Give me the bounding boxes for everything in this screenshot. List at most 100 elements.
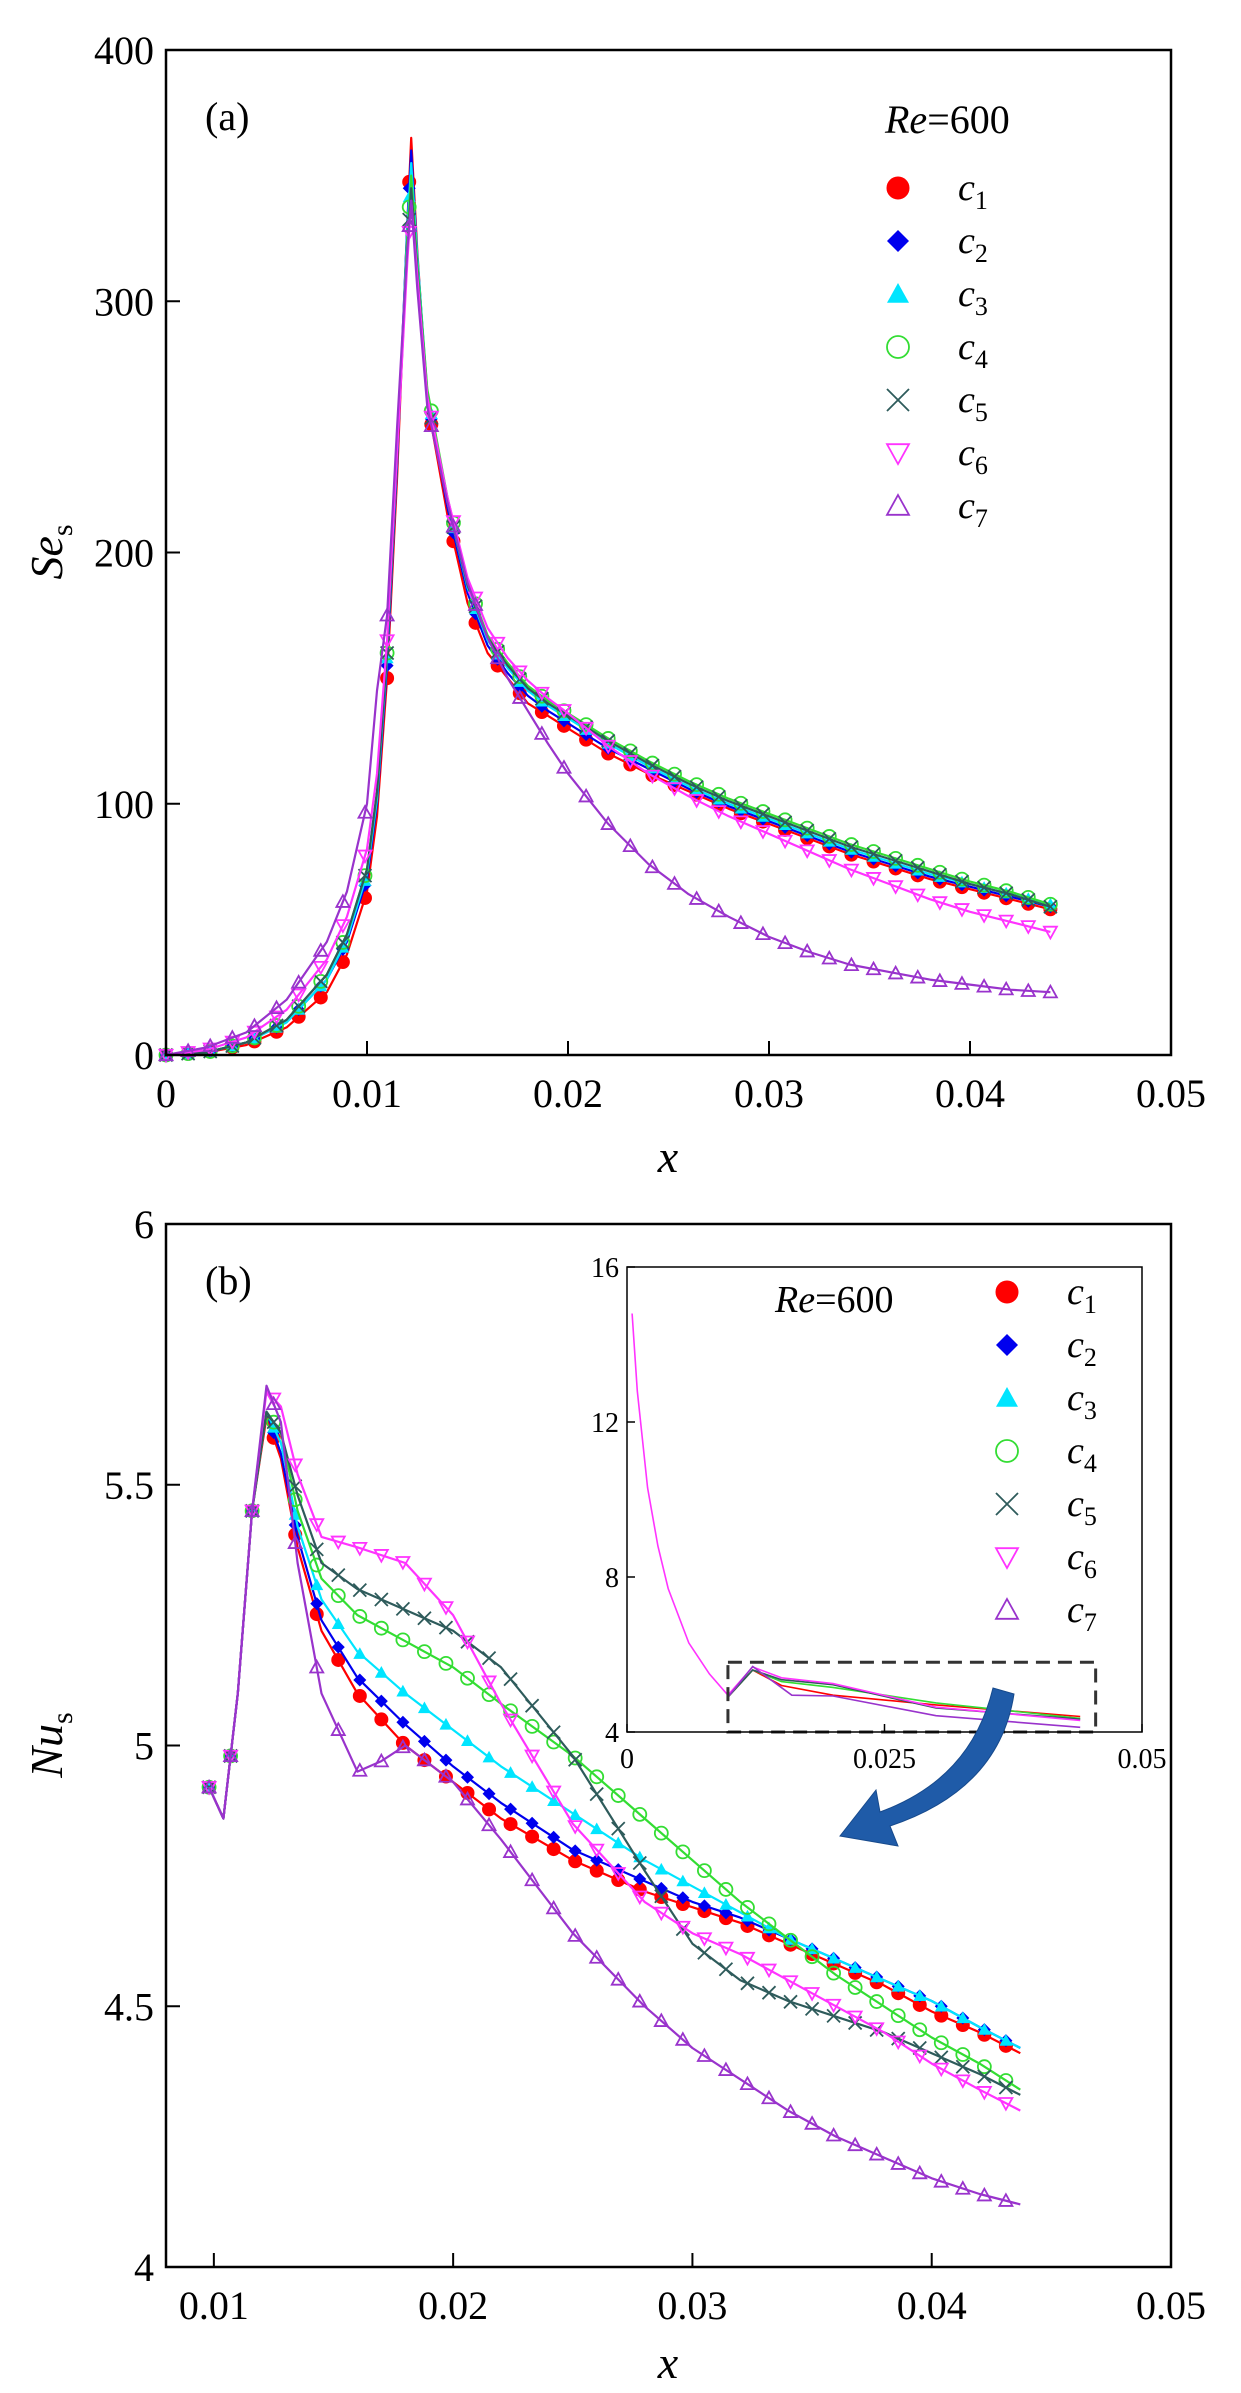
panel-a-marker-c7 xyxy=(1020,982,1037,997)
panel-a-annotation-italic: Re xyxy=(884,97,927,142)
panel-a-marker-c3 xyxy=(712,792,726,805)
panel-b-legend-marker-c4 xyxy=(995,1439,1019,1463)
panel-a-series-c6 xyxy=(157,199,1059,1064)
panel-a-marker-c4 xyxy=(534,688,550,704)
panel-b-marker-c5 xyxy=(589,1787,604,1802)
panel-b-marker-c7 xyxy=(416,1751,433,1767)
panel-b-marker-c3 xyxy=(740,1909,754,1922)
panel-b-marker-c3 xyxy=(568,1808,582,1821)
panel-b-series-layer xyxy=(201,1384,1021,2207)
panel-a-y-tick-label: 300 xyxy=(94,279,154,324)
panel-b-marker-c7 xyxy=(567,1927,584,1942)
panel-b-legend-label-base: c xyxy=(1067,1589,1084,1631)
panel-b-marker-c5 xyxy=(740,1976,755,1991)
panel-b-legend-marker-c7 xyxy=(994,1597,1020,1620)
panel-b-marker-c7 xyxy=(739,2075,756,2091)
panel-b-x-tick-label: 0.03 xyxy=(657,2283,727,2328)
panel-b-legend-marker-c2 xyxy=(996,1334,1018,1356)
panel-a-marker-c5 xyxy=(667,769,682,784)
panel-b-marker-c2 xyxy=(331,1640,345,1654)
panel-a-marker-c6 xyxy=(312,960,329,976)
chart-panel-b: 0.01 0.02 0.03 0.04 0.05 4 4.5 5 5.5 6 (b) 0 0.025… xyxy=(21,1202,1206,2388)
panel-b-marker-c6 xyxy=(351,1542,368,1557)
panel-b-label: (b) xyxy=(205,1258,252,1303)
panel-a-marker-c7 xyxy=(688,890,705,905)
panel-a-marker-c6 xyxy=(511,665,528,680)
panel-a-line-c6 xyxy=(165,199,1051,1057)
panel-b-marker-c4 xyxy=(740,1900,755,1915)
panel-a-legend-label-base: c xyxy=(958,220,975,262)
panel-a-marker-c7 xyxy=(555,759,573,774)
inset-annotation-rest: =600 xyxy=(815,1279,893,1321)
panel-b-marker-c2 xyxy=(525,1816,539,1830)
panel-b-marker-c4 xyxy=(330,1588,346,1604)
inset-line-c7 xyxy=(727,1665,1081,1729)
panel-a-legend-label-sub: 7 xyxy=(975,504,988,533)
panel-a-marker-c5 xyxy=(313,974,328,989)
inset-background xyxy=(622,1262,1147,1735)
panel-a-series-c2 xyxy=(159,149,1057,1062)
panel-b-marker-c2 xyxy=(633,1872,647,1886)
panel-a-marker-c7 xyxy=(401,217,418,232)
panel-a-marker-c5 xyxy=(291,999,306,1014)
panel-b-marker-c3 xyxy=(504,1766,518,1778)
panel-b-marker-c2 xyxy=(310,1597,324,1611)
panel-a-x-tick-label: 0.05 xyxy=(1136,1071,1206,1116)
panel-b-marker-c5 xyxy=(331,1568,346,1583)
panel-a-marker-c5 xyxy=(954,874,970,889)
panel-b-x-tick-label: 0.01 xyxy=(179,2283,249,2328)
panel-b-marker-c1 xyxy=(525,1829,540,1844)
panel-b-marker-c6 xyxy=(330,1535,347,1551)
panel-b-marker-c6 xyxy=(782,1975,799,1990)
panel-b-axes: 0.01 0.02 0.03 0.04 0.05 4 4.5 5 5.5 6 xyxy=(104,1202,1206,2328)
panel-a-marker-c6 xyxy=(799,844,816,859)
panel-b-marker-c4 xyxy=(826,1965,842,1981)
panel-a-marker-c6 xyxy=(843,863,860,879)
panel-a-legend-label-base: c xyxy=(958,485,975,527)
panel-b-marker-c2 xyxy=(482,1787,496,1801)
panel-b-marker-c7 xyxy=(330,1721,347,1736)
panel-a-y-tick-label: 0 xyxy=(134,1033,154,1078)
panel-b-marker-c4 xyxy=(890,2008,906,2024)
panel-a-marker-c7 xyxy=(953,975,970,990)
panel-a-marker-c4 xyxy=(224,1038,240,1054)
panel-a-marker-c7 xyxy=(578,787,595,803)
panel-b-marker-c7 xyxy=(717,2061,734,2076)
panel-b-marker-c7 xyxy=(201,1778,218,1794)
panel-a-legend-marker-c2 xyxy=(887,230,909,252)
panel-a-series-layer xyxy=(157,136,1059,1064)
panel-a-marker-c3 xyxy=(822,834,836,847)
panel-a-legend-label-sub: 4 xyxy=(975,345,988,374)
panel-b-marker-c4 xyxy=(718,1882,734,1897)
panel-a-y-tick-label: 400 xyxy=(94,28,154,73)
panel-b-marker-c7 xyxy=(437,1768,454,1783)
panel-b-marker-c7 xyxy=(825,2126,842,2142)
panel-b-marker-c5 xyxy=(718,1962,734,1977)
panel-a-legend-label-c3: c3 xyxy=(958,273,988,321)
panel-b-marker-c6 xyxy=(481,1675,498,1690)
panel-b-marker-c7 xyxy=(610,1971,627,1986)
panel-b-marker-c4 xyxy=(955,2047,971,2062)
panel-b-marker-c7 xyxy=(502,1843,519,1858)
panel-b-marker-c7 xyxy=(847,2136,864,2152)
panel-b-marker-c4 xyxy=(783,1932,798,1948)
panel-b-legend-label-c4: c4 xyxy=(1067,1430,1097,1478)
panel-a-marker-c6 xyxy=(754,825,771,840)
panel-a-series-c5 xyxy=(158,187,1058,1063)
panel-b-marker-c7 xyxy=(222,1747,239,1763)
panel-b-marker-c2 xyxy=(417,1734,431,1748)
panel-a-legend-label-c1: c1 xyxy=(958,167,988,215)
panel-a-marker-c3 xyxy=(889,856,903,869)
panel-a-marker-c3 xyxy=(844,843,858,855)
panel-b-legend-label-c5: c5 xyxy=(1067,1483,1097,1531)
panel-b-marker-c5 xyxy=(481,1651,497,1666)
panel-b-marker-c5 xyxy=(934,2050,949,2065)
panel-b-marker-c6 xyxy=(567,1820,584,1835)
panel-b-y-tick-label: 5 xyxy=(134,1724,154,1769)
panel-b-marker-c1 xyxy=(352,1688,367,1703)
panel-b-marker-c4 xyxy=(933,2035,949,2051)
panel-b-marker-c5 xyxy=(352,1582,367,1598)
